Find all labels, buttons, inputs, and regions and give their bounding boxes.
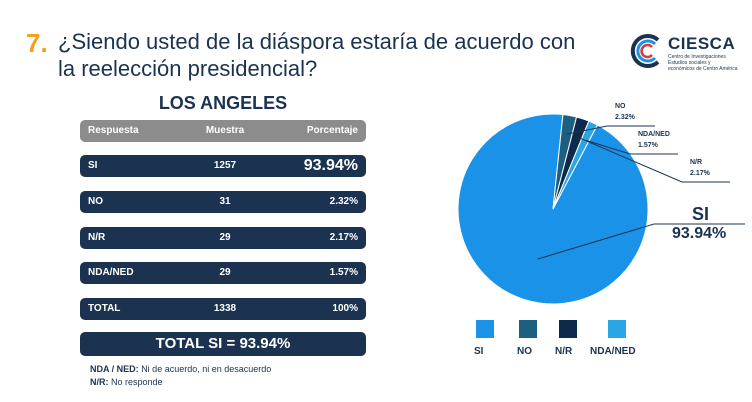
legend-label: SI xyxy=(474,346,484,357)
table-row-total: TOTAL 1338 100% xyxy=(80,298,366,320)
leader-line-ndaned xyxy=(584,139,678,155)
row-muestra: 1257 xyxy=(213,160,237,171)
pie-label-category: N/R xyxy=(690,159,702,166)
pie-label-category: SI xyxy=(692,204,709,224)
row-porcentaje: 1.57% xyxy=(329,267,358,278)
legend-swatch xyxy=(559,320,577,338)
table-header: Respuesta Muestra Porcentaje xyxy=(80,120,366,142)
row-respuesta: N/R xyxy=(88,232,106,243)
pie-label-value: 1.57% xyxy=(638,142,659,149)
ciesca-logo: CIESCA Centro de Investigaciones Estudio… xyxy=(628,32,740,72)
row-muestra: 31 xyxy=(219,196,231,207)
note-nr: N/R: No responde xyxy=(90,377,163,387)
question-text: ¿Siendo usted de la diáspora estaría de … xyxy=(58,29,576,81)
row-muestra: 1338 xyxy=(213,303,237,314)
ciesca-logo-icon xyxy=(630,34,660,68)
note-text: Ni de acuerdo, ni en desacuerdo xyxy=(141,364,272,374)
row-respuesta: TOTAL xyxy=(88,303,121,314)
logo-name: CIESCA xyxy=(668,34,736,53)
header-respuesta: Respuesta xyxy=(88,125,139,136)
table-row-nr: N/R 29 2.17% xyxy=(80,227,366,249)
table-row-no: NO 31 2.32% xyxy=(80,191,366,213)
total-si-banner: TOTAL SI = 93.94% xyxy=(80,332,366,356)
row-porcentaje: 2.17% xyxy=(329,232,358,243)
header-muestra: Muestra xyxy=(205,125,245,136)
leader-line-no xyxy=(566,125,655,135)
table-row-si: SI 1257 93.94% xyxy=(80,155,366,177)
legend-swatch xyxy=(519,320,537,338)
legend-swatch xyxy=(608,320,626,338)
logo-subtitle: Centro de Investigaciones Estudios socia… xyxy=(668,54,738,72)
legend-label: NDA/NED xyxy=(590,346,636,357)
row-respuesta: NDA/NED xyxy=(88,267,134,278)
legend-swatch xyxy=(476,320,494,338)
leader-line-nr xyxy=(576,136,730,183)
row-respuesta: SI xyxy=(88,160,98,171)
legend-label: N/R xyxy=(555,346,573,357)
question-number: 7. xyxy=(26,28,48,58)
pie-slice-ndaned xyxy=(552,120,599,210)
leader-line-si xyxy=(537,223,745,260)
row-muestra: 29 xyxy=(219,232,231,243)
pie-label-value: 93.94% xyxy=(672,225,726,242)
pie-label-category: NDA/NED xyxy=(638,131,670,138)
table-row-nda: NDA/NED 29 1.57% xyxy=(80,262,366,284)
row-respuesta: NO xyxy=(88,196,103,207)
row-muestra: 29 xyxy=(219,267,231,278)
row-porcentaje: 93.94% xyxy=(303,157,358,174)
legend-item-no: NO xyxy=(513,320,573,364)
pie-label-value: 2.32% xyxy=(615,114,636,121)
region-title: LOS ANGELES xyxy=(158,93,288,113)
legend-label: NO xyxy=(517,346,532,357)
note-nda: NDA / NED: Ni de acuerdo, ni en desacuer… xyxy=(90,364,271,374)
header-porcentaje: Porcentaje xyxy=(306,125,358,136)
legend-item-nr: N/R xyxy=(553,320,613,364)
pie-label-category: NO xyxy=(615,103,626,110)
row-porcentaje: 2.32% xyxy=(329,196,358,207)
legend-item-nda: NDA/NED xyxy=(590,320,650,364)
legend-item-si: SI xyxy=(470,320,530,364)
row-porcentaje: 100% xyxy=(332,303,358,314)
note-abbr: N/R: xyxy=(90,377,109,387)
note-abbr: NDA / NED: xyxy=(90,364,139,374)
note-text: No responde xyxy=(111,377,163,387)
pie-label-value: 2.17% xyxy=(690,170,711,177)
